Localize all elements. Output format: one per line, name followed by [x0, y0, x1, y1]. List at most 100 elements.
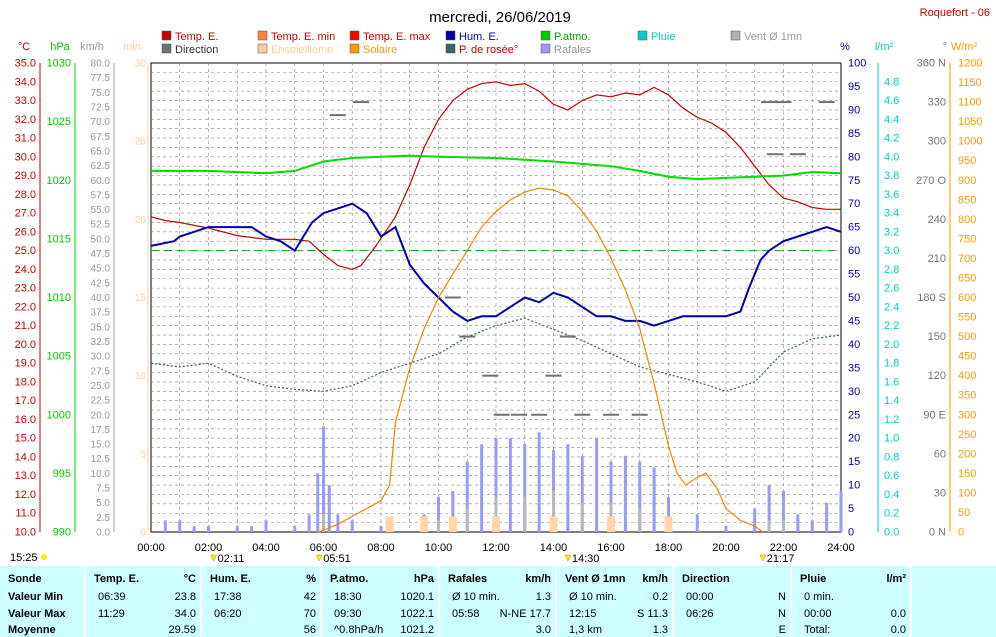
- tick-label-humidity: 35: [848, 362, 860, 374]
- direction-dot: [482, 374, 499, 377]
- rafales-bar: [537, 432, 541, 532]
- series-ensoleilleme: [385, 516, 673, 532]
- marker-triangle: [210, 554, 218, 562]
- vent-1mn-bar: [552, 490, 555, 532]
- vent-1mn-bar: [580, 502, 584, 532]
- legend-swatch: [445, 43, 456, 54]
- tick-label-solar: 0: [958, 527, 964, 539]
- tick-label-wind: 7.5: [96, 484, 110, 495]
- tick-label-time: 14:00: [540, 542, 568, 554]
- marker-label: 05:51: [323, 553, 351, 565]
- table-row-label: Moyenne: [8, 624, 56, 636]
- tick-label-sun_min: 0: [140, 528, 146, 539]
- tick-label-temp: 32.0: [15, 114, 36, 126]
- tick-label-wind: 52.5: [91, 220, 111, 231]
- tick-label-temp: 20.0: [15, 339, 36, 351]
- series-solaire: [318, 187, 764, 533]
- legend-swatch: [161, 30, 172, 41]
- tick-label-wind: 37.5: [91, 308, 111, 319]
- tick-label-wind: 75.0: [91, 88, 111, 99]
- tick-label-solar: 550: [958, 312, 976, 324]
- legend-label: Vent Ø 1mn: [744, 31, 802, 43]
- rafales-bar: [350, 520, 354, 532]
- axis-wind: 80.0 77.5 75.0 72.5 70.0 67.5 65.0 62.5 60.0 57.5…: [91, 59, 111, 539]
- tick-label-temp: 30.0: [15, 151, 36, 163]
- tick-label-humidity: 40: [848, 339, 860, 351]
- legend-swatch: [730, 30, 741, 41]
- table-header-unit: km/h: [642, 573, 668, 585]
- legend-label: Rafales: [554, 44, 592, 56]
- axis-unit-humidity: %: [840, 41, 850, 53]
- direction-dot: [766, 153, 783, 156]
- tick-label-time: 22:00: [770, 542, 798, 554]
- legend-label: Ensoleilleme: [271, 44, 333, 56]
- tick-label-rain: 3.2: [884, 226, 899, 238]
- tick-label-wind: 35.0: [91, 322, 111, 333]
- tick-label-solar: 400: [958, 370, 976, 382]
- legend-swatch: [257, 30, 268, 41]
- tick-label-temp: 21.0: [15, 320, 36, 332]
- tick-label-rain: 2.2: [884, 320, 899, 332]
- tick-label-wind: 5.0: [96, 498, 110, 509]
- tick-label-rain: 2.0: [884, 339, 899, 351]
- tick-label-humidity: 45: [848, 315, 860, 327]
- tick-label-temp: 24.0: [15, 264, 36, 276]
- table-cell-value: 0.0: [891, 624, 906, 636]
- axis-unit-wind: km/h: [80, 41, 104, 53]
- marker-label: 14:30: [572, 553, 600, 565]
- ensoleilleme-bar: [420, 516, 429, 532]
- legend-item: Hum. E.: [445, 30, 499, 43]
- tick-label-time: 04:00: [252, 542, 280, 554]
- tick-label-rain: 4.8: [884, 76, 899, 88]
- tick-label-temp: 35.0: [15, 58, 36, 70]
- ensoleilleme-bar: [607, 516, 615, 532]
- vent-1mn-bar: [322, 514, 325, 532]
- legend-swatch: [540, 43, 551, 54]
- axis-humidity: 1009590858075706560555045403530252015105…: [848, 58, 866, 539]
- axis-pressure: 1030 1025 1020 1015 1010 1005 1000 995 990: [47, 58, 71, 539]
- table-cell-time: 06:39: [98, 591, 126, 603]
- tick-label-wind: 47.5: [91, 249, 111, 260]
- rafales-bar: [307, 514, 311, 532]
- vent-1mn-bar: [465, 508, 469, 532]
- tick-label-wind: 50.0: [91, 234, 111, 245]
- legend-item: Pluie: [637, 30, 675, 43]
- rafales-bar: [782, 490, 785, 532]
- tick-label-pressure: 1000: [47, 409, 71, 421]
- rafales-bar: [667, 496, 670, 532]
- tick-label-wind: 20.0: [91, 410, 111, 421]
- tick-label-wind: 67.5: [91, 132, 111, 143]
- tick-label-temp: 27.0: [15, 208, 36, 220]
- legend-item: P. de rosée°: [445, 43, 518, 56]
- direction-dot: [511, 413, 527, 416]
- axis-unit-pressure: hPa: [50, 41, 70, 53]
- table-cell-value: 3.0: [536, 624, 551, 636]
- tick-label-wind: 0.0: [96, 528, 110, 539]
- tick-label-wind: 15.0: [91, 440, 111, 451]
- series-rafales: [163, 426, 843, 532]
- tick-label-humidity: 65: [848, 222, 860, 234]
- ensoleilleme-bar: [385, 516, 394, 532]
- table-cell-time: 1,3 km: [569, 624, 602, 636]
- marker: 05:51: [315, 553, 351, 565]
- rafales-bar: [508, 438, 512, 532]
- tick-label-solar: 750: [958, 233, 976, 245]
- tick-label-solar: 850: [958, 194, 976, 206]
- tick-label-pressure: 1010: [47, 292, 71, 304]
- marker: 14:30: [564, 553, 600, 565]
- tick-label-direction: 0 N: [929, 527, 946, 539]
- tick-label-solar: 1150: [958, 77, 982, 89]
- tick-label-wind: 72.5: [91, 102, 111, 113]
- tick-label-direction: 120: [928, 370, 946, 382]
- tick-label-pressure: 1015: [47, 233, 71, 245]
- tick-label-humidity: 80: [848, 151, 860, 163]
- tick-label-time: 20:00: [712, 542, 740, 554]
- table-cell-value: N-NE 17.7: [500, 608, 551, 620]
- table-header-unit: hPa: [414, 573, 435, 585]
- axis-solar: 1200115011001050100095090085080075070065…: [958, 58, 982, 539]
- tick-label-direction: 60: [934, 448, 946, 460]
- table-cell-time: ^0.8hPa/h: [334, 624, 383, 636]
- direction-dot: [603, 413, 619, 416]
- tick-label-wind: 55.0: [91, 205, 111, 216]
- tick-label-temp: 12.0: [15, 489, 36, 501]
